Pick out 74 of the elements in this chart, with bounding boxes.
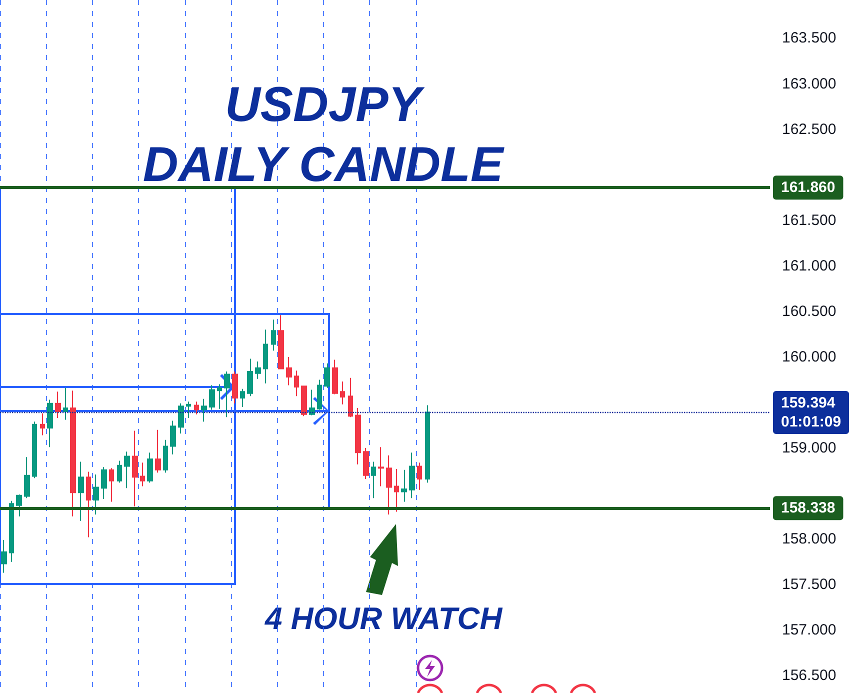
text: USDJPY DAILY CANDLE [142, 78, 504, 192]
candlestick [124, 451, 130, 489]
y-tick-label: 161.500 [782, 212, 836, 229]
y-tick-label: 157.500 [782, 576, 836, 594]
candlestick [286, 356, 292, 386]
y-tick-label: 160.000 [782, 348, 836, 366]
ref-line-label: 158.338 [781, 500, 836, 517]
candlestick [101, 466, 107, 500]
candlestick [232, 371, 238, 404]
y-tick-label: 157.000 [782, 622, 836, 639]
candlestick [209, 384, 215, 410]
candlestick [163, 439, 168, 474]
candlestick [363, 448, 369, 480]
candlestick [317, 379, 322, 410]
candlestick [78, 461, 84, 522]
ref-line-label: 159.394 [781, 394, 836, 412]
candlestick [32, 421, 37, 479]
candlestick [301, 386, 307, 417]
candlestick [9, 500, 14, 562]
candlestick [324, 362, 330, 388]
candlestick [24, 456, 30, 499]
y-tick-label: 163.500 [782, 30, 836, 47]
candlestick [401, 469, 407, 502]
candlestick [170, 420, 176, 455]
candlestick [240, 388, 245, 408]
candlestick [263, 329, 268, 384]
candlestick [378, 446, 384, 487]
y-tick-label: 158.000 [782, 530, 836, 548]
y-tick-label: 156.500 [782, 667, 836, 684]
candlestick [278, 314, 284, 370]
candlestick [247, 358, 253, 397]
candlestick [355, 407, 361, 465]
y-tick-label: 161.000 [782, 257, 836, 274]
candlestick [348, 377, 353, 418]
candlestick [55, 391, 61, 418]
y-tick-label: 163.000 [782, 75, 836, 92]
candlestick [201, 398, 207, 422]
candlestick [224, 371, 230, 418]
candlestick [117, 460, 122, 484]
candlestick [271, 319, 276, 352]
candlestick [371, 461, 376, 499]
candlestick [132, 430, 138, 507]
text: 01:01:09 [781, 414, 842, 431]
y-tick-label: 159.000 [782, 440, 836, 457]
candlestick [178, 402, 184, 434]
candlestick [93, 474, 99, 516]
candlestick [40, 412, 45, 436]
candlestick [309, 389, 315, 416]
candlestick [194, 401, 199, 415]
candlestick [186, 401, 191, 418]
candlestick [1, 540, 7, 574]
candlestick [47, 399, 53, 448]
candlestick [340, 381, 345, 405]
candlestick [417, 462, 422, 490]
candlestick [86, 471, 91, 538]
candlestick [386, 454, 392, 516]
candlestick [425, 404, 430, 484]
candlestick [140, 462, 145, 487]
candlestick [255, 361, 261, 380]
candlestick [155, 429, 161, 474]
ref-line-label: 161.860 [781, 179, 836, 196]
candlestick [409, 452, 415, 499]
candlestick [217, 384, 222, 410]
candlestick [147, 452, 153, 484]
candlestick [109, 468, 114, 502]
candlestick [294, 370, 299, 397]
y-tick-label: 162.500 [782, 120, 836, 138]
annotation: 4 HOUR WATCH [264, 601, 503, 636]
y-tick-label: 160.500 [782, 302, 836, 320]
candlestick [63, 387, 68, 420]
candlestick [394, 468, 399, 512]
candlestick [70, 390, 76, 517]
candlestick [332, 359, 338, 395]
candlestick [16, 494, 22, 517]
